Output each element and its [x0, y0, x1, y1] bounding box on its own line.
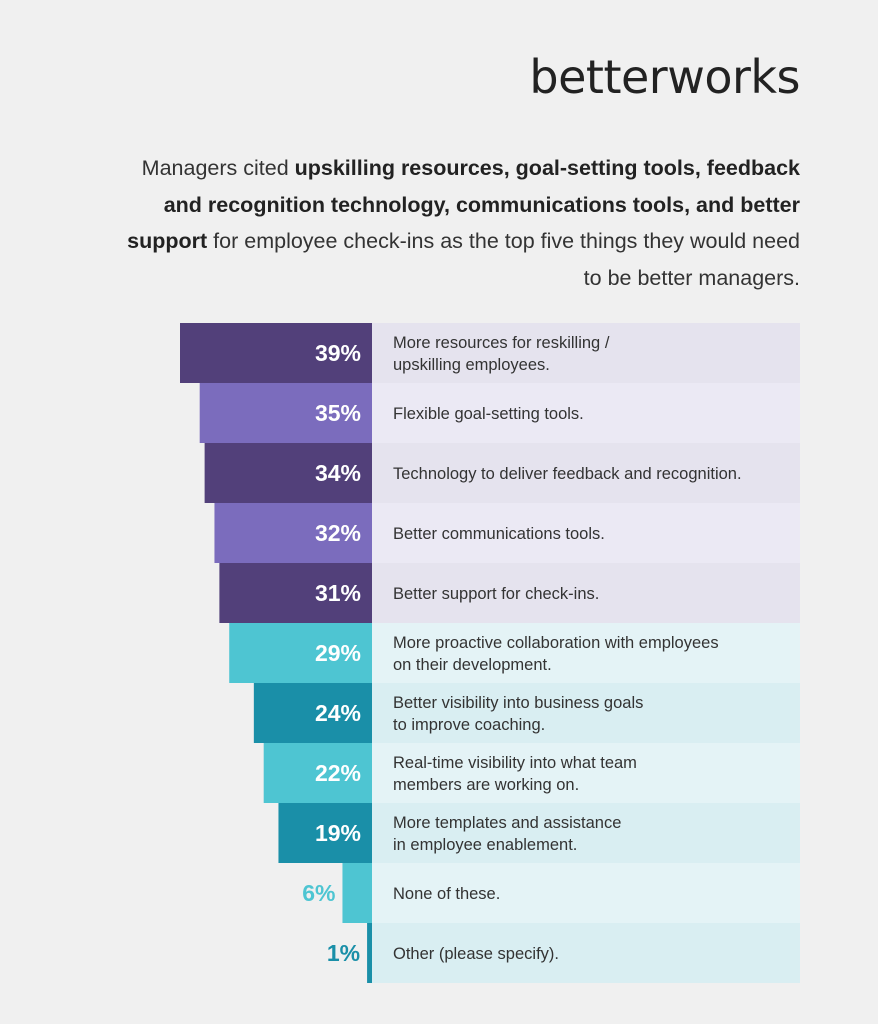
bar	[219, 563, 372, 623]
bar	[253, 683, 372, 743]
data-label: 34%	[315, 460, 361, 486]
row-band	[372, 503, 800, 563]
category-label: None of these.	[393, 885, 500, 903]
data-label: 31%	[315, 580, 361, 606]
brand-logo: betterworks	[529, 50, 800, 104]
category-label: Better visibility into business goals	[393, 694, 643, 712]
headline-bold: upskilling resources, goal-setting tools…	[127, 156, 800, 253]
data-label: 35%	[315, 400, 361, 426]
row-band	[372, 443, 800, 503]
data-label: 1%	[327, 940, 360, 966]
category-label: upskilling employees.	[393, 356, 550, 374]
category-label: More proactive collaboration with employ…	[393, 634, 719, 652]
bar	[199, 383, 372, 443]
category-label: Flexible goal-setting tools.	[393, 405, 584, 423]
data-label: 32%	[315, 520, 361, 546]
category-label: Better communications tools.	[393, 525, 605, 543]
data-label: 19%	[315, 820, 361, 846]
bar	[180, 323, 372, 383]
row-band	[372, 563, 800, 623]
row-band	[372, 863, 800, 923]
data-label: 24%	[315, 700, 361, 726]
bar	[204, 443, 372, 503]
headline-text-1: Managers cited	[141, 156, 295, 180]
bar	[342, 863, 372, 923]
bar	[278, 803, 372, 863]
bar	[229, 623, 372, 683]
row-band	[372, 683, 800, 743]
bar	[214, 503, 372, 563]
category-label: in employee enablement.	[393, 836, 577, 854]
category-label: Other (please specify).	[393, 945, 559, 963]
bar	[263, 743, 372, 803]
row-band	[372, 383, 800, 443]
row-band	[372, 323, 800, 383]
data-label: 39%	[315, 340, 361, 366]
category-label: to improve coaching.	[393, 716, 545, 734]
headline: Managers cited upskilling resources, goa…	[120, 150, 800, 296]
row-band	[372, 623, 800, 683]
row-band	[372, 803, 800, 863]
category-label: More resources for reskilling /	[393, 334, 610, 352]
category-label: Technology to deliver feedback and recog…	[393, 465, 742, 483]
category-label: Real-time visibility into what team	[393, 754, 637, 772]
data-label: 6%	[302, 880, 335, 906]
data-label: 22%	[315, 760, 361, 786]
bar	[367, 923, 372, 983]
category-label: members are working on.	[393, 776, 579, 794]
category-label: Better support for check-ins.	[393, 585, 599, 603]
category-label: on their development.	[393, 656, 552, 674]
data-label: 29%	[315, 640, 361, 666]
headline-text-2: for employee check-ins as the top five t…	[207, 229, 800, 290]
category-label: More templates and assistance	[393, 814, 621, 832]
row-band	[372, 743, 800, 803]
row-band	[372, 923, 800, 983]
